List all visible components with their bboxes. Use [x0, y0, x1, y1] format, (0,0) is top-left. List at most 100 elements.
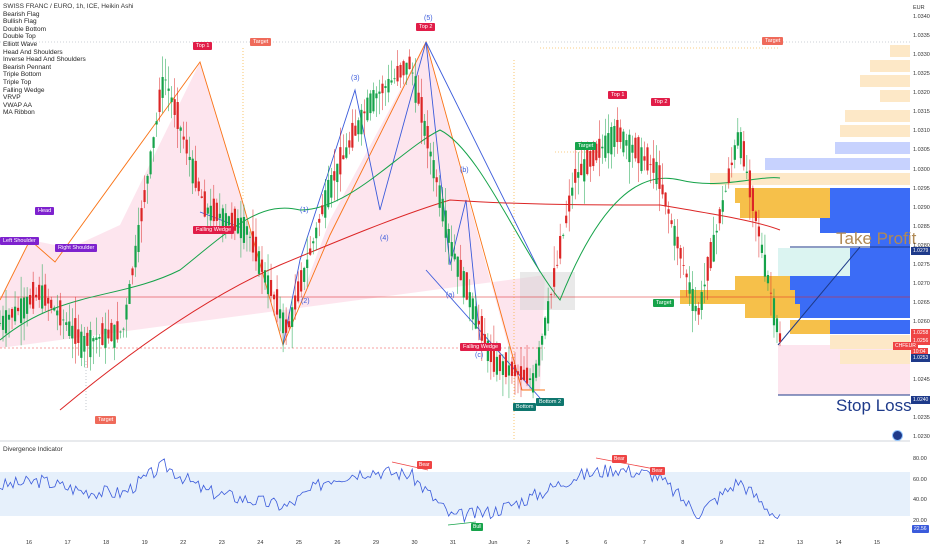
price-tick: 1.0275	[913, 262, 930, 269]
label-target-a: Target	[250, 38, 272, 46]
candle-body	[71, 325, 74, 339]
take-profit-text: Take Profit	[836, 229, 917, 248]
candle-body	[47, 297, 50, 304]
indicator-item[interactable]: MA Ribbon	[3, 109, 35, 117]
label-bottom2: Bottom 2	[536, 398, 565, 406]
candle-body	[631, 144, 634, 153]
candle-body	[366, 97, 369, 121]
candle-body	[628, 134, 631, 163]
candle-body	[285, 319, 288, 333]
indicator-item[interactable]: Bearish Flag	[3, 10, 40, 18]
indicator-item[interactable]: Inverse Head And Shoulders	[3, 56, 86, 64]
price-tick: 1.0230	[913, 434, 930, 440]
candle-body	[140, 208, 143, 222]
time-tick: 17	[64, 540, 71, 546]
candle-body	[700, 291, 703, 310]
indicator-item[interactable]: Triple Top	[3, 78, 32, 86]
candle-body	[300, 270, 303, 292]
candle-body	[559, 235, 562, 259]
label-wave4: (4)	[380, 235, 389, 242]
candle-body	[122, 328, 125, 330]
candle-body	[516, 371, 520, 375]
candle-body	[236, 218, 240, 234]
candle-body	[754, 211, 758, 222]
candle-body	[86, 332, 89, 346]
candle-body	[745, 171, 748, 173]
indicator-item[interactable]: Bullish Flag	[3, 18, 37, 26]
candle-body	[179, 127, 182, 131]
candle-body	[92, 338, 95, 342]
candle-body	[411, 72, 414, 74]
candle-body	[459, 259, 462, 281]
rsi-title: Divergence Indicator	[3, 446, 63, 453]
candle-body	[167, 88, 170, 91]
candle-body	[691, 288, 694, 312]
indicator-item[interactable]: Triple Bottom	[3, 71, 42, 79]
candle-body	[360, 109, 363, 135]
label-wave1: (1)	[300, 207, 309, 214]
candle-body	[146, 175, 149, 184]
candle-body	[164, 79, 167, 81]
candle-body	[661, 184, 664, 195]
candle-body	[450, 242, 453, 257]
indicator-item[interactable]: Bearish Pennant	[3, 63, 52, 71]
label-wave3: (3)	[351, 75, 360, 82]
price-tick: 1.0265	[913, 300, 930, 307]
candle-body	[56, 310, 59, 316]
candle-body	[766, 274, 770, 284]
indicator-item[interactable]: Falling Wedge	[3, 86, 45, 94]
indicator-item[interactable]: VWAP AA	[3, 101, 32, 109]
candle-body	[556, 264, 559, 266]
candle-body	[29, 295, 32, 305]
globe-icon[interactable]	[892, 430, 903, 441]
candle-body	[586, 147, 589, 175]
candle-body	[592, 143, 595, 167]
candle-body	[507, 365, 511, 376]
candle-body	[44, 284, 47, 306]
candle-body	[537, 347, 541, 366]
candle-body	[664, 192, 667, 207]
candle-body	[742, 141, 745, 167]
price-tick: 1.0310	[913, 128, 930, 135]
price-tick: 1.0315	[913, 109, 930, 116]
candle-body	[257, 251, 261, 274]
candle-body	[483, 334, 486, 344]
candle-body	[610, 126, 613, 155]
indicator-item[interactable]: Head And Shoulders	[3, 48, 63, 56]
candle-body	[89, 329, 92, 358]
candle-body	[438, 185, 441, 208]
candle-body	[739, 132, 742, 159]
candle-body	[185, 139, 188, 154]
time-tick: 6	[604, 540, 608, 546]
candle-body	[357, 120, 360, 135]
candle-body	[152, 137, 155, 148]
indicator-item[interactable]: Double Bottom	[3, 25, 46, 33]
candle-body	[158, 89, 161, 113]
indicator-item[interactable]: Double Top	[3, 33, 36, 41]
candle-body	[288, 321, 291, 328]
candle-body	[718, 209, 721, 224]
time-tick: 18	[103, 540, 110, 546]
price-axis-pane	[910, 0, 932, 550]
candle-body	[278, 309, 282, 319]
price-tick: 1.0305	[913, 147, 930, 154]
candle-body	[670, 220, 673, 225]
candle-body	[477, 320, 480, 325]
rsi-tick: 20.00	[913, 517, 927, 524]
candle-body	[580, 163, 583, 176]
indicator-item[interactable]: Elliott Wave	[3, 40, 38, 48]
candle-body	[703, 284, 706, 287]
indicator-item[interactable]: VRVP	[3, 94, 21, 102]
candle-body	[369, 93, 372, 114]
candle-body	[652, 158, 655, 173]
candle-body	[444, 210, 447, 238]
price-tick: 1.0290	[913, 204, 930, 211]
candle-body	[646, 147, 649, 171]
candle-body	[649, 164, 652, 166]
candle-body	[345, 147, 348, 158]
candle-body	[59, 300, 62, 326]
candle-body	[387, 78, 390, 93]
candle-body	[465, 272, 468, 300]
candle-body	[550, 294, 553, 296]
